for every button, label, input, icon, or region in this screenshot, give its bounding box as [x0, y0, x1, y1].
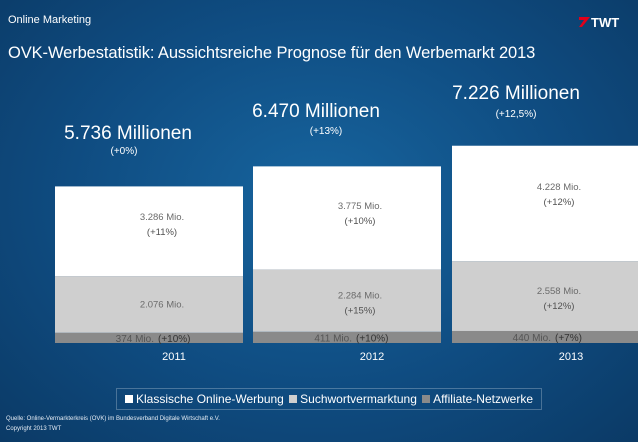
segment-label-affiliate-2013: 440 Mio.: [513, 333, 551, 344]
bar-segment-klassische-2011: [55, 186, 243, 277]
x-tick-label-2012: 2012: [360, 351, 384, 363]
x-tick-label-2011: 2011: [162, 351, 186, 363]
legend-swatch-klassische: [125, 395, 133, 403]
bar-segment-suchwort-2013: [452, 261, 638, 331]
segment-growth-klassische-2013: (+12%): [544, 197, 575, 208]
legend-label-klassische: Klassische Online-Werbung: [136, 392, 284, 406]
bar-segment-affiliate-2013: [452, 330, 638, 343]
section-label: Online Marketing: [8, 14, 92, 26]
segment-label-suchwort-2013: 2.558 Mio.: [537, 286, 581, 297]
total-label-2012: 6.470 Millionen: [252, 101, 380, 122]
legend-item-suchwort: Suchwortvermarktung: [289, 392, 417, 406]
legend-item-klassische: Klassische Online-Werbung: [125, 392, 284, 406]
segment-label-klassische-2011: 3.286 Mio.: [140, 212, 184, 223]
logo-text: TWT: [591, 15, 619, 30]
total-label-2013: 7.226 Millionen: [452, 83, 580, 104]
bar-segment-affiliate-2011: [55, 332, 243, 343]
twt-logo: TWT: [578, 14, 630, 30]
segment-label-suchwort-2012: 2.284 Mio.: [338, 291, 382, 302]
page-title: OVK-Werbestatistik: Aussichtsreiche Prog…: [8, 44, 536, 62]
segment-growth-klassische-2011: (+11%): [147, 227, 177, 238]
segment-label-suchwort-2011: 2.076 Mio.: [140, 299, 184, 310]
chart-legend: Klassische Online-Werbung Suchwortvermar…: [116, 388, 542, 410]
segment-growth-affiliate-2012: (+10%): [356, 333, 389, 344]
stacked-bar-chart: 374 Mio. (+10%) 2.076 Mio. 3.286 Mio. (+11%)…: [55, 83, 638, 363]
legend-label-suchwort: Suchwortvermarktung: [300, 392, 417, 406]
bar-segment-affiliate-2012: [253, 331, 441, 343]
total-label-2011: 5.736 Millionen: [64, 123, 192, 144]
total-growth-2013: (+12,5%): [496, 109, 537, 120]
legend-item-affiliate: Affiliate-Netzwerke: [422, 392, 533, 406]
legend-swatch-affiliate: [422, 395, 431, 403]
segment-label-klassische-2013: 4.228 Mio.: [537, 182, 581, 193]
source-note: Quelle: Online-Vermarkterkreis (OVK) im …: [6, 416, 220, 422]
legend-swatch-suchwort: [289, 395, 298, 403]
segment-growth-affiliate-2013: (+7%): [555, 333, 582, 344]
bar-segment-klassische-2013: [452, 145, 638, 262]
total-growth-2011: (+0%): [111, 146, 138, 157]
twt-logo-icon: TWT: [579, 15, 619, 30]
x-tick-label-2013: 2013: [559, 351, 583, 363]
segment-label-affiliate-2012: 411 Mio.: [314, 333, 352, 344]
segment-growth-suchwort-2013: (+12%): [544, 301, 575, 312]
copyright-note: Copyright 2013 TWT: [6, 426, 62, 432]
total-growth-2012: (+13%): [310, 126, 343, 137]
bar-segment-suchwort-2012: [253, 269, 441, 332]
segment-label-affiliate-2011: 374 Mio.: [116, 334, 154, 345]
segment-growth-affiliate-2011: (+10%): [158, 334, 191, 345]
bar-segment-suchwort-2011: [55, 276, 243, 333]
segment-growth-klassische-2012: (+10%): [345, 216, 376, 227]
segment-label-klassische-2012: 3.775 Mio.: [338, 201, 382, 212]
legend-label-affiliate: Affiliate-Netzwerke: [433, 392, 533, 406]
segment-growth-suchwort-2012: (+15%): [345, 306, 376, 317]
bar-segment-klassische-2012: [253, 166, 441, 270]
